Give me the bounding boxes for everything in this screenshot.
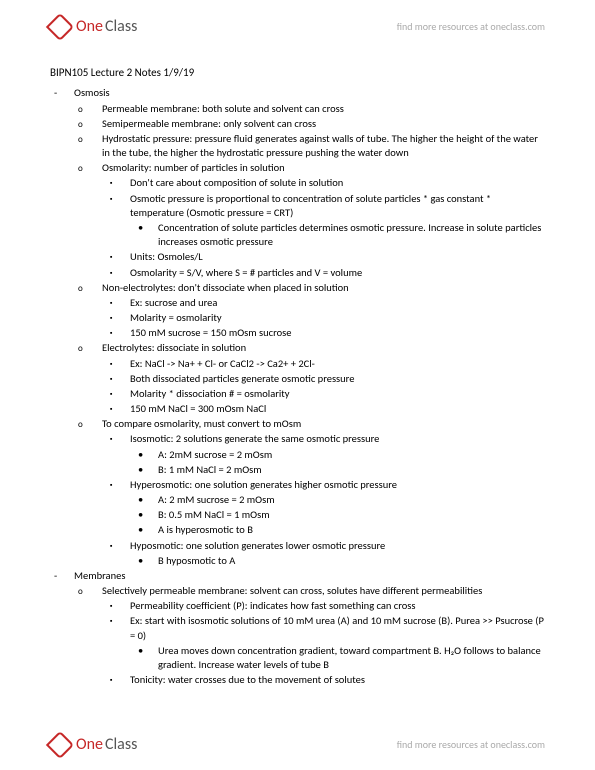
page-title: BIPN105 Lecture 2 Notes 1/9/19 — [50, 66, 545, 81]
bullet-l1: Membranes — [50, 569, 545, 583]
bullet-l3: Tonicity: water crosses due to the movem… — [50, 673, 545, 687]
brand-right-footer: Class — [105, 734, 137, 756]
bullet-l4: B: 0.5 mM NaCl = 1 mOsm — [50, 508, 545, 522]
bullet-l3: Molarity = osmolarity — [50, 311, 545, 325]
bullet-l3: Osmolarity = S/V, where S = # particles … — [50, 266, 545, 280]
page: OneClass find more resources at oneclass… — [0, 0, 595, 728]
bullet-l2: Semipermeable membrane: only solvent can… — [50, 117, 545, 131]
bullet-l4: Urea moves down concentration gradient, … — [50, 644, 545, 672]
bullet-l3: Hyperosmotic: one solution generates hig… — [50, 478, 545, 492]
brand-left: One — [76, 16, 103, 38]
bullet-l2: To compare osmolarity, must convert to m… — [50, 417, 545, 431]
logo-icon — [46, 13, 74, 41]
bullet-l3: 150 mM NaCl = 300 mOsm NaCl — [50, 402, 545, 416]
notes-body: Osmosis Permeable membrane: both solute a… — [50, 86, 545, 687]
bullet-l2: Electrolytes: dissociate in solution — [50, 341, 545, 355]
bullet-l2: Non-electrolytes: don't dissociate when … — [50, 281, 545, 295]
bullet-l4: A is hyperosmotic to B — [50, 523, 545, 537]
bullet-l3: Hyposmotic: one solution generates lower… — [50, 539, 545, 553]
bullet-l4: A: 2 mM sucrose = 2 mOsm — [50, 493, 545, 507]
bullet-l3: Molarity * dissociation # = osmolarity — [50, 387, 545, 401]
bullet-l2: Permeable membrane: both solute and solv… — [50, 102, 545, 116]
bullet-l3: Permeability coefficient (P): indicates … — [50, 599, 545, 613]
bullet-l4: Concentration of solute particles determ… — [50, 221, 545, 249]
bullet-l3: Osmotic pressure is proportional to conc… — [50, 192, 545, 220]
bullet-l4: B hyposmotic to A — [50, 554, 545, 568]
bullet-l3: Both dissociated particles generate osmo… — [50, 372, 545, 386]
bullet-l3: Ex: NaCl -> Na+ + Cl- or CaCl2 -> Ca2+ +… — [50, 357, 545, 371]
bullet-l3: Don't care about composition of solute i… — [50, 176, 545, 190]
bullet-l3: Units: Osmoles/L — [50, 250, 545, 264]
bullet-l3: 150 mM sucrose = 150 mOsm sucrose — [50, 326, 545, 340]
bullet-l2: Selectively permeable membrane: solvent … — [50, 584, 545, 598]
brand-left-footer: One — [76, 734, 103, 756]
header: OneClass find more resources at oneclass… — [50, 16, 545, 38]
brand-right: Class — [105, 16, 137, 38]
bullet-l1: Osmosis — [50, 86, 545, 100]
header-tagline: find more resources at oneclass.com — [397, 20, 545, 34]
bullet-l3: Ex: start with isosmotic solutions of 10… — [50, 614, 545, 642]
bullet-l3: Isosmotic: 2 solutions generate the same… — [50, 432, 545, 446]
bullet-l2: Hydrostatic pressure: pressure fluid gen… — [50, 132, 545, 160]
brand-logo: OneClass — [50, 16, 137, 38]
footer-tagline: find more resources at oneclass.com — [397, 738, 545, 752]
brand-logo-footer: OneClass — [50, 734, 137, 756]
footer: OneClass find more resources at oneclass… — [0, 734, 595, 756]
bullet-l3: Ex: sucrose and urea — [50, 296, 545, 310]
bullet-l4: B: 1 mM NaCl = 2 mOsm — [50, 463, 545, 477]
bullet-l4: A: 2mM sucrose = 2 mOsm — [50, 448, 545, 462]
bullet-l2: Osmolarity: number of particles in solut… — [50, 161, 545, 175]
logo-icon — [46, 731, 74, 759]
